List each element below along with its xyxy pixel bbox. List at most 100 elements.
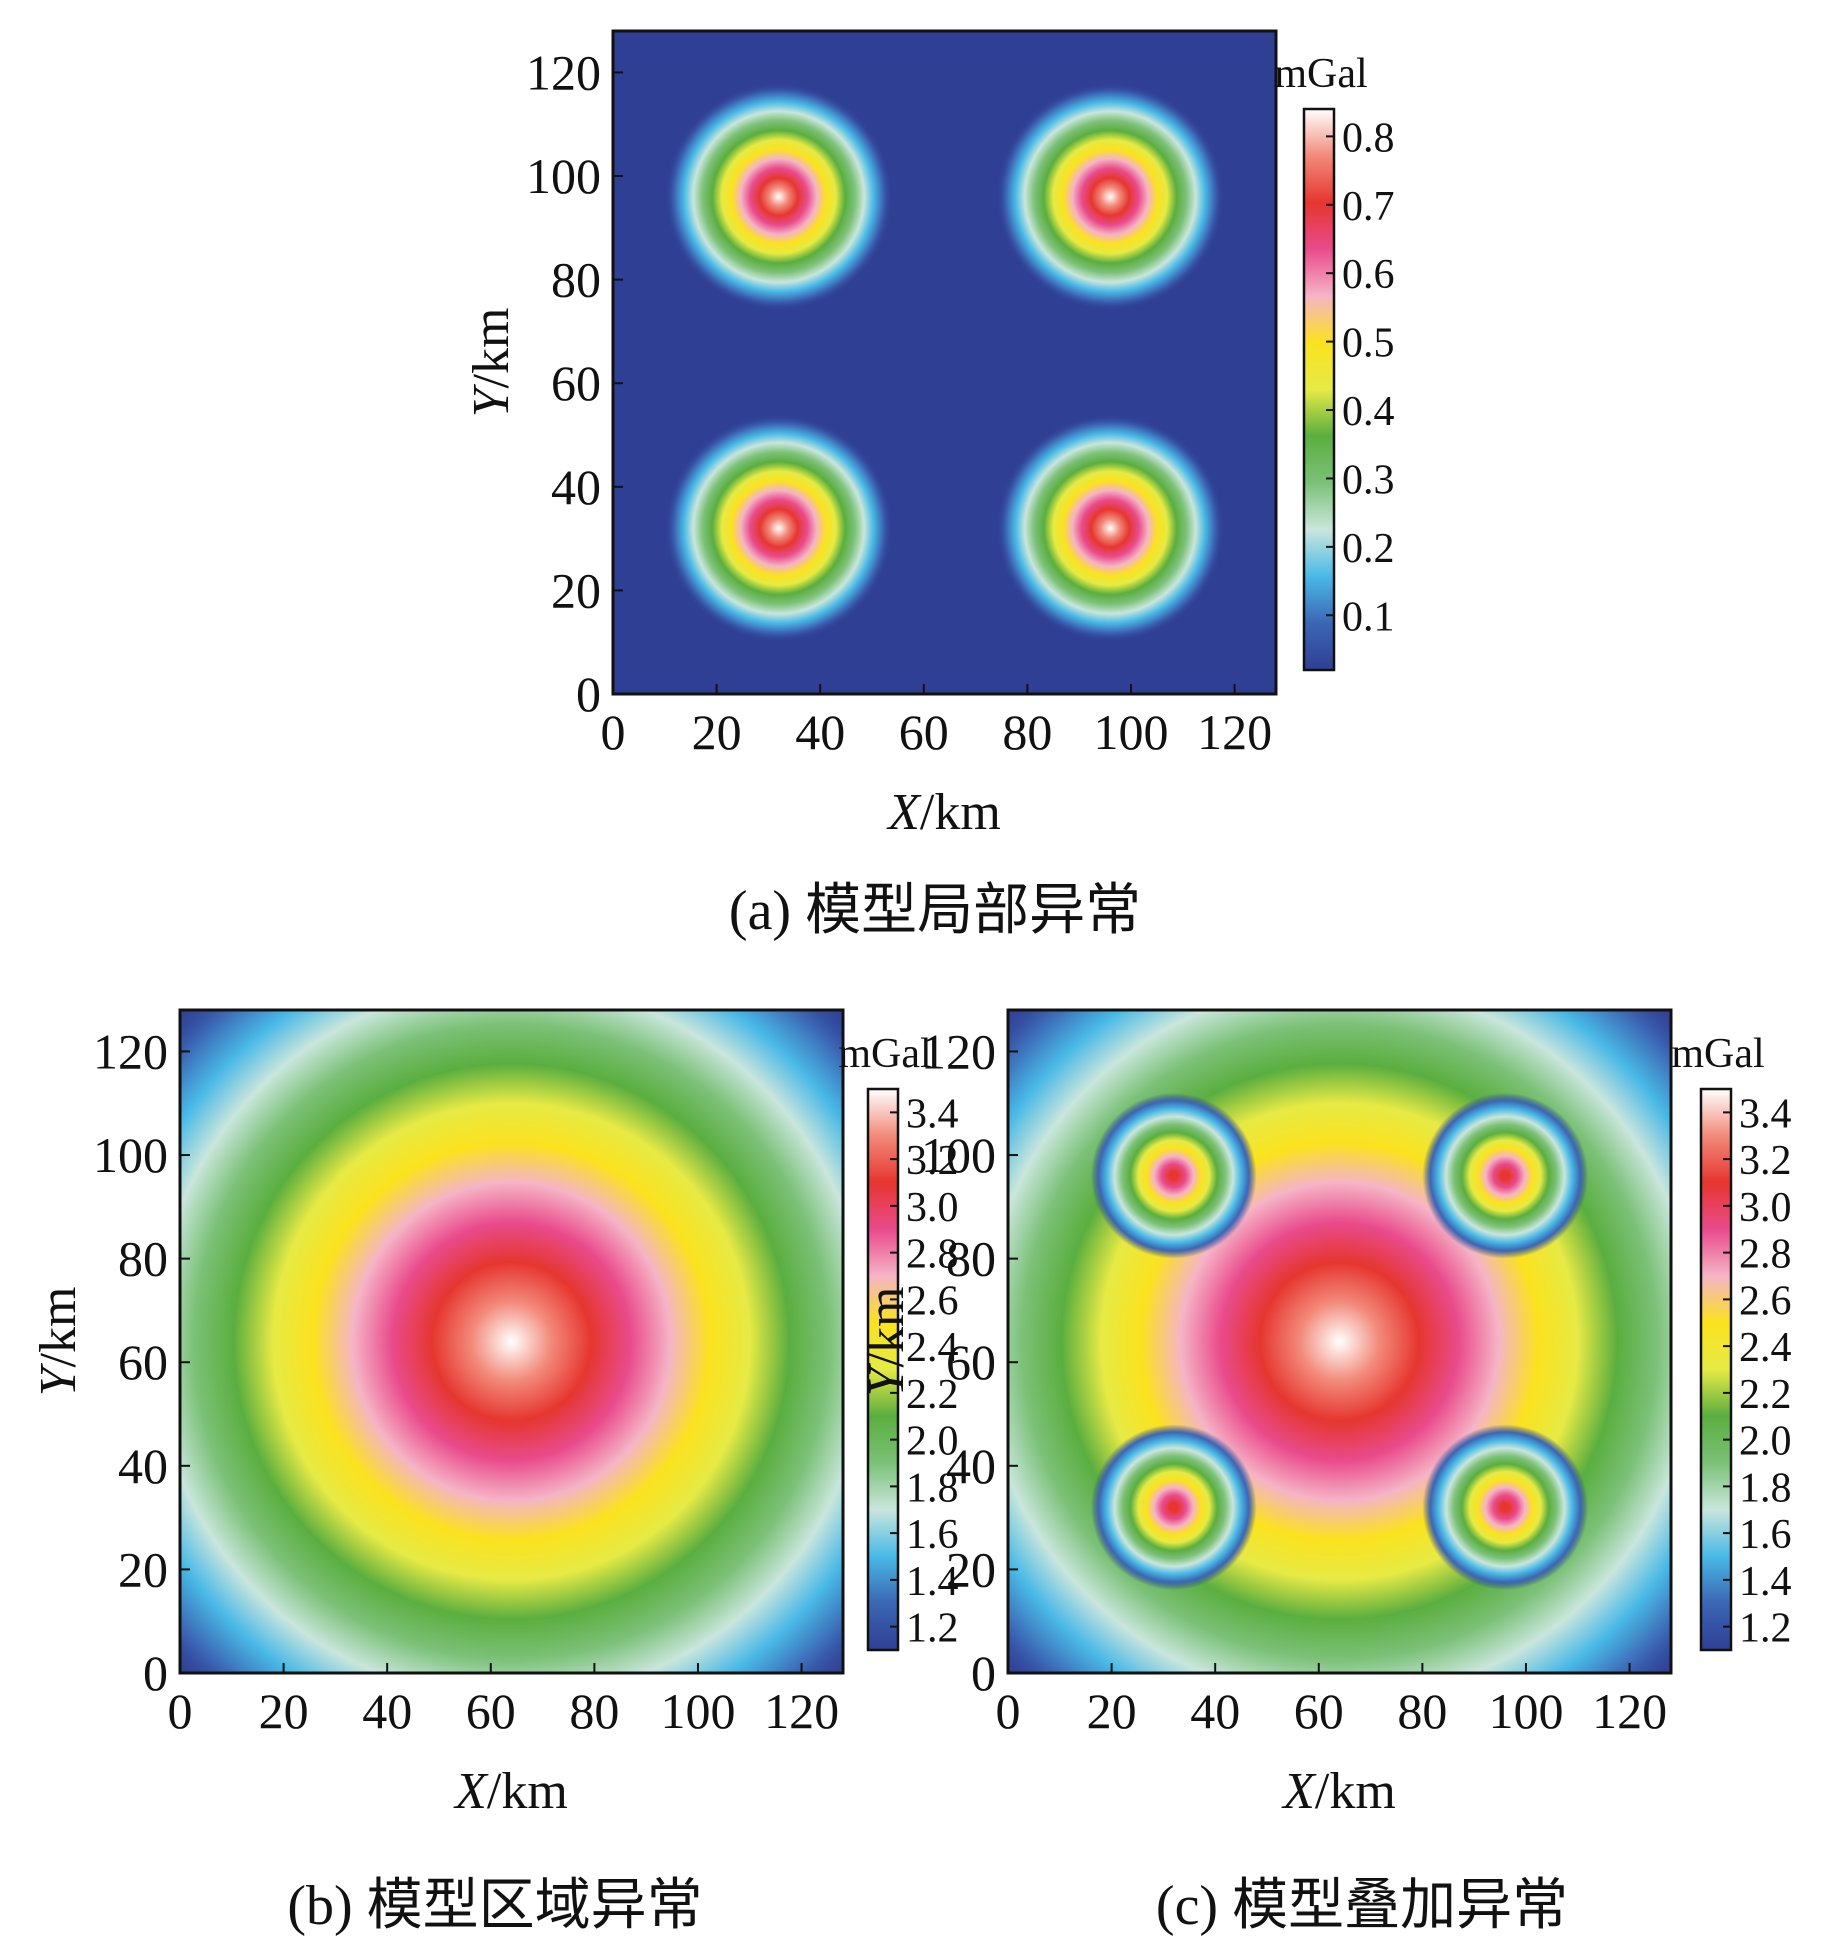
x-tick-label: 40 (795, 704, 845, 760)
colorbar-tick-label: 0.4 (1342, 389, 1395, 435)
y-tick-label: 80 (551, 252, 601, 308)
colorbar-unit-label: mGal (838, 1031, 931, 1077)
colorbar-tick-label: 0.5 (1342, 321, 1395, 367)
panel-a: 0 20 40 60 80 100 120 0 20 40 60 80 100 120 X/km Y/km mG… (463, 29, 1395, 841)
x-axis-label: X/km (453, 1763, 568, 1820)
x-tick-label: 60 (899, 704, 949, 760)
x-tick-label: 120 (1592, 1683, 1667, 1739)
colorbar-tick-label: 1.4 (1739, 1559, 1792, 1605)
colorbar-tick-label: 0.1 (1342, 594, 1395, 640)
panel-b: 0 20 40 60 80 100 120 0 20 40 60 80 100 120 X/km Y/km mG… (30, 1008, 959, 1820)
colorbar-tick-label: 0.6 (1342, 252, 1395, 298)
y-tick-label: 0 (143, 1645, 168, 1701)
anomaly-source-3 (1422, 1424, 1589, 1591)
x-tick-label: 120 (1197, 704, 1272, 760)
x-axis-label: X/km (1281, 1763, 1396, 1820)
anomaly-source-1 (180, 1010, 843, 1673)
colorbar-tick-label: 2.8 (906, 1232, 959, 1278)
anomaly-source-4 (996, 82, 1225, 311)
plot-frame (1006, 1008, 1673, 1675)
anomaly-source-2 (1090, 1424, 1257, 1591)
anomaly-source-5 (1422, 1092, 1589, 1259)
x-tick-label: 20 (259, 1683, 309, 1739)
y-tick-label: 80 (118, 1231, 168, 1287)
anomaly-source-4 (1090, 1092, 1257, 1259)
y-tick-label: 120 (93, 1023, 168, 1079)
colorbar (1699, 1087, 1733, 1652)
x-tick-label: 120 (764, 1683, 839, 1739)
colorbar-tick-label: 1.6 (906, 1512, 959, 1558)
colorbar-tick-label: 0.8 (1342, 115, 1395, 161)
colorbar-tick-label: 3.4 (1739, 1091, 1792, 1137)
colorbar-tick-label: 1.8 (906, 1465, 959, 1511)
colorbar-tick-label: 3.2 (1739, 1138, 1792, 1184)
colorbar-tick-label: 2.0 (1739, 1419, 1792, 1465)
y-tick-label: 20 (946, 1541, 996, 1597)
x-tick-label: 40 (1190, 1683, 1240, 1739)
y-axis-label: Y/km (30, 1287, 87, 1397)
panel-c: 0 20 40 60 80 100 120 0 20 40 60 80 100 120 X/km Y/km mG… (858, 1008, 1792, 1820)
x-tick-label: 80 (1397, 1683, 1447, 1739)
y-tick-label: 60 (946, 1334, 996, 1390)
caption-panel-b: (b) 模型区域异常 (287, 1875, 703, 1937)
colorbar (1302, 107, 1336, 672)
colorbar-tick-label: 2.6 (1739, 1278, 1792, 1324)
plot-frame (611, 29, 1278, 696)
colorbar-tick-label: 1.6 (1739, 1512, 1792, 1558)
colorbar-tick-label: 2.2 (906, 1372, 959, 1418)
heatmap-field (664, 82, 1225, 643)
y-tick-label: 100 (921, 1127, 996, 1183)
colorbar-unit-label: mGal (1274, 51, 1367, 97)
y-tick-label: 0 (576, 666, 601, 722)
colorbar-tick-label: 0.2 (1342, 526, 1395, 572)
anomaly-source-1 (664, 414, 893, 643)
heatmap-field (1008, 1010, 1671, 1673)
y-tick-label: 0 (971, 1645, 996, 1701)
colorbar-tick-label: 2.8 (1739, 1232, 1792, 1278)
colorbar-tick-label: 2.4 (906, 1325, 959, 1371)
x-tick-label: 0 (168, 1683, 193, 1739)
colorbar (866, 1087, 900, 1652)
y-tick-label: 80 (946, 1231, 996, 1287)
y-tick-label: 20 (118, 1541, 168, 1597)
plot-frame (178, 1008, 845, 1675)
colorbar-tick-label: 0.3 (1342, 457, 1395, 503)
colorbar-tick-label: 1.8 (1739, 1465, 1792, 1511)
x-tick-label: 60 (1294, 1683, 1344, 1739)
anomaly-source-3 (664, 82, 893, 311)
x-tick-label: 20 (1087, 1683, 1137, 1739)
y-tick-label: 120 (526, 44, 601, 100)
colorbar-tick-label: 3.4 (906, 1091, 959, 1137)
x-tick-label: 60 (466, 1683, 516, 1739)
caption-panel-a: (a) 模型局部异常 (728, 880, 1142, 942)
colorbar-tick-label: 2.0 (906, 1419, 959, 1465)
colorbar-tick-label: 2.4 (1739, 1325, 1792, 1371)
x-tick-label: 40 (362, 1683, 412, 1739)
y-tick-label: 60 (118, 1334, 168, 1390)
colorbar-tick-label: 2.2 (1739, 1372, 1792, 1418)
caption-panel-c: (c) 模型叠加异常 (1155, 1875, 1569, 1937)
y-tick-label: 40 (118, 1438, 168, 1494)
anomaly-source-1 (1008, 1010, 1671, 1673)
y-tick-label: 40 (946, 1438, 996, 1494)
x-tick-label: 0 (601, 704, 626, 760)
colorbar-tick-label: 3.0 (1739, 1185, 1792, 1231)
colorbar-tick-label: 1.2 (1739, 1606, 1792, 1652)
y-tick-label: 120 (921, 1023, 996, 1079)
colorbar-tick-label: 2.6 (906, 1278, 959, 1324)
y-tick-label: 60 (551, 355, 601, 411)
colorbar-unit-label: mGal (1671, 1031, 1764, 1077)
y-tick-label: 40 (551, 459, 601, 515)
colorbar-tick-label: 3.2 (906, 1138, 959, 1184)
x-tick-label: 20 (692, 704, 742, 760)
colorbar-tick-label: 0.7 (1342, 184, 1395, 230)
colorbar-tick-label: 3.0 (906, 1185, 959, 1231)
y-axis-label: Y/km (858, 1287, 915, 1397)
x-tick-label: 100 (1093, 704, 1168, 760)
colorbar-tick-label: 1.4 (906, 1559, 959, 1605)
x-tick-label: 0 (996, 1683, 1021, 1739)
heatmap-field (180, 1010, 843, 1673)
y-tick-label: 20 (551, 562, 601, 618)
